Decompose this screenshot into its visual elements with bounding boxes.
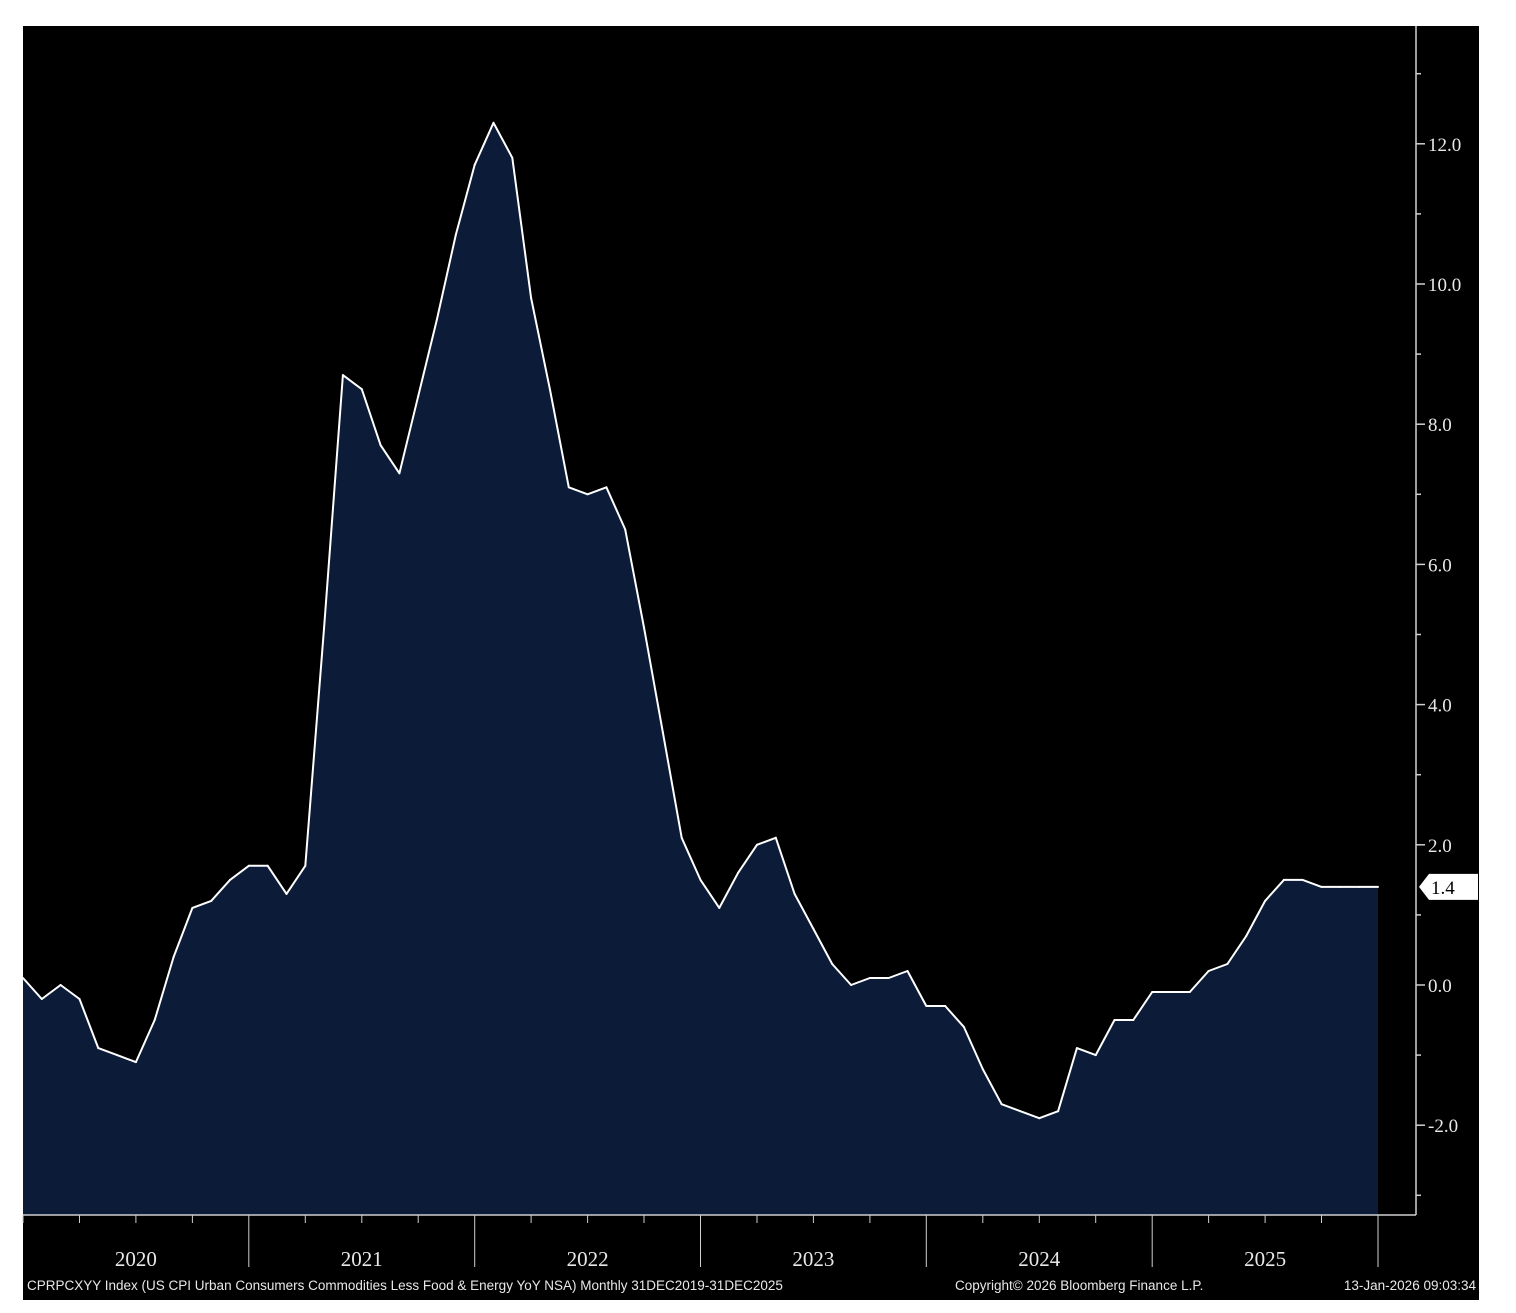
data-point	[1245, 934, 1248, 937]
data-point	[1038, 1117, 1041, 1120]
data-point	[906, 970, 909, 972]
data-point	[1019, 1110, 1022, 1113]
x-year-label: 2021	[341, 1247, 383, 1271]
data-point	[699, 878, 702, 881]
data-point	[1000, 1103, 1003, 1106]
data-point	[1207, 970, 1210, 972]
data-point	[1282, 878, 1285, 881]
y-tick-label: 12.0	[1428, 135, 1461, 156]
data-point	[756, 843, 758, 846]
data-point	[492, 121, 495, 124]
data-point	[530, 297, 533, 299]
data-point	[191, 906, 194, 909]
x-year-label: 2023	[792, 1247, 834, 1271]
data-point	[737, 871, 740, 874]
y-tick-label: 2.0	[1428, 836, 1452, 857]
x-year-label: 2025	[1244, 1247, 1286, 1271]
footer-copyright: Copyright© 2026 Bloomberg Finance L.P.	[955, 1278, 1203, 1293]
data-point	[643, 626, 645, 629]
last-value-label: 1.4	[1431, 878, 1455, 899]
data-point	[134, 1061, 137, 1064]
data-point	[247, 864, 250, 867]
y-tick-label: 10.0	[1428, 275, 1461, 296]
data-point	[323, 626, 326, 629]
data-point	[1170, 991, 1172, 993]
data-point	[172, 956, 175, 958]
data-point	[680, 836, 683, 839]
data-point	[78, 998, 81, 1000]
data-point	[548, 388, 551, 391]
data-point	[360, 388, 363, 391]
data-point	[379, 444, 382, 447]
data-point	[1301, 878, 1304, 881]
data-point	[1057, 1110, 1060, 1113]
data-point	[511, 156, 514, 159]
data-point	[97, 1047, 100, 1050]
data-point	[963, 1026, 965, 1029]
data-point	[868, 977, 871, 979]
last-value-marker	[1419, 873, 1478, 900]
data-point	[22, 977, 24, 979]
data-point	[1113, 1019, 1116, 1021]
data-point	[812, 927, 815, 930]
data-point	[1320, 885, 1323, 888]
y-tick-label: 4.0	[1428, 696, 1452, 717]
data-point	[831, 963, 834, 965]
data-point	[285, 892, 288, 895]
data-point	[1188, 991, 1191, 993]
data-point	[229, 878, 231, 881]
y-tick-label: 0.0	[1428, 976, 1452, 997]
data-point	[981, 1068, 984, 1071]
data-point	[1094, 1054, 1097, 1057]
data-point	[925, 1005, 928, 1007]
data-point	[1264, 899, 1267, 902]
footer-timestamp: 13-Jan-2026 09:03:34	[1344, 1278, 1477, 1293]
data-point	[1151, 991, 1154, 993]
data-point	[1377, 885, 1379, 888]
data-point	[793, 892, 796, 895]
data-point	[417, 395, 420, 398]
data-point	[1339, 885, 1342, 888]
data-point	[210, 899, 213, 902]
data-point	[586, 493, 589, 496]
data-point	[605, 486, 608, 489]
data-point	[473, 163, 476, 166]
y-tick-label: 8.0	[1428, 415, 1452, 436]
footer-description: CPRPCXYY Index (US CPI Urban Consumers C…	[27, 1278, 783, 1293]
data-point	[567, 486, 570, 489]
data-point	[304, 864, 307, 867]
data-point	[454, 233, 457, 236]
data-point	[116, 1054, 119, 1057]
x-year-label: 2022	[567, 1247, 609, 1271]
data-point	[944, 1005, 947, 1007]
data-point	[1226, 963, 1229, 965]
data-point	[341, 374, 344, 377]
data-point	[887, 977, 890, 979]
data-point	[40, 998, 43, 1000]
data-point	[624, 528, 627, 531]
x-year-label: 2024	[1018, 1247, 1061, 1271]
data-point	[1358, 885, 1361, 888]
series-area	[23, 122, 1378, 1215]
data-point	[1132, 1019, 1135, 1021]
data-point	[266, 864, 269, 867]
x-year-label: 2020	[115, 1247, 157, 1271]
data-point	[1075, 1047, 1078, 1050]
data-point	[436, 318, 438, 321]
data-point	[850, 984, 853, 986]
data-point	[661, 731, 664, 734]
data-point	[774, 836, 777, 839]
data-point	[398, 472, 401, 475]
data-point	[718, 906, 721, 909]
data-point	[59, 984, 62, 986]
y-tick-label: 6.0	[1428, 555, 1452, 576]
data-point	[153, 1019, 156, 1021]
y-tick-label: -2.0	[1428, 1116, 1458, 1137]
